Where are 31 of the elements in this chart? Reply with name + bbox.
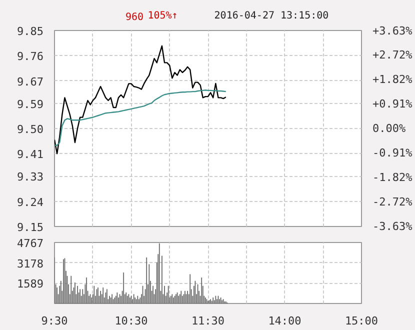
- y2-tick-label: -1.82%: [372, 171, 413, 184]
- y-tick-label: 9.59: [17, 98, 44, 111]
- y-tick-label: 4767: [17, 237, 44, 250]
- y2-tick-label: -3.63%: [372, 220, 413, 233]
- y-tick-label: 9.85: [17, 25, 44, 38]
- line-series: [54, 45, 227, 154]
- x-tick-label: 11:30: [191, 314, 225, 328]
- y2-tick-label: +2.72%: [372, 48, 413, 62]
- x-tick-label: 15:00: [344, 314, 378, 328]
- y-tick-label: 9.50: [17, 123, 44, 136]
- y-tick-label: 3178: [17, 257, 44, 270]
- y-tick-label: 9.76: [17, 50, 44, 64]
- y-tick-label: 9.33: [17, 170, 44, 184]
- chart-subtitle: 2016-04-27 13:15:00: [214, 10, 329, 22]
- x-tick-label: 9:30: [41, 314, 68, 328]
- y-tick-label: 9.24: [17, 196, 44, 209]
- text: 960: [126, 12, 144, 24]
- x-tick-label: 10:30: [114, 314, 148, 328]
- y2-tick-label: +1.82%: [372, 72, 413, 86]
- y-tick-label: 1589: [17, 278, 44, 291]
- y2-tick-label: +3.63%: [372, 24, 413, 38]
- y-tick-label: 9.15: [17, 221, 44, 234]
- line-series: [54, 90, 227, 146]
- y-tick-label: 9.41: [17, 148, 44, 162]
- x-tick-label: 14:00: [268, 314, 302, 328]
- text: 105%↑: [148, 10, 178, 22]
- y2-tick-label: -0.91%: [372, 146, 413, 160]
- y2-tick-label: +0.91%: [372, 97, 413, 110]
- y-tick-label: 9.67: [17, 75, 44, 88]
- y2-tick-label: -2.72%: [372, 195, 413, 208]
- y2-tick-label: 0.00%: [372, 122, 406, 135]
